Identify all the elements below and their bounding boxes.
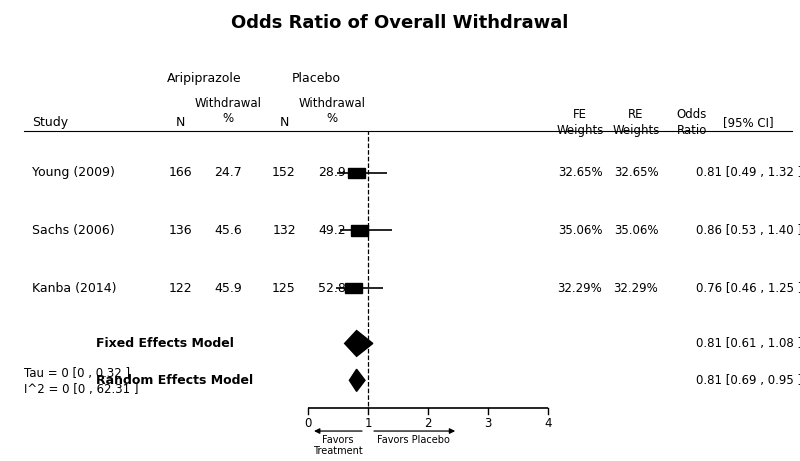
Text: 49.2: 49.2 bbox=[318, 224, 346, 237]
Text: 0.81 [0.49 , 1.32 ]: 0.81 [0.49 , 1.32 ] bbox=[696, 166, 800, 179]
Text: 1: 1 bbox=[364, 417, 372, 430]
Text: 4: 4 bbox=[544, 417, 552, 430]
Text: %: % bbox=[326, 112, 338, 125]
Text: 122: 122 bbox=[168, 282, 192, 295]
Text: FE
Weights: FE Weights bbox=[556, 108, 604, 136]
Text: 132: 132 bbox=[272, 224, 296, 237]
Text: 152: 152 bbox=[272, 166, 296, 179]
Text: 32.65%: 32.65% bbox=[558, 166, 602, 179]
Text: 24.7: 24.7 bbox=[214, 166, 242, 179]
Text: Kanba (2014): Kanba (2014) bbox=[32, 282, 117, 295]
Text: Withdrawal: Withdrawal bbox=[194, 97, 262, 110]
Polygon shape bbox=[350, 369, 365, 391]
Text: 32.29%: 32.29% bbox=[614, 282, 658, 295]
Text: Random Effects Model: Random Effects Model bbox=[96, 374, 253, 387]
Text: 0: 0 bbox=[304, 417, 312, 430]
Text: 35.06%: 35.06% bbox=[558, 224, 602, 237]
Text: 0.76 [0.46 , 1.25 ]: 0.76 [0.46 , 1.25 ] bbox=[696, 282, 800, 295]
FancyBboxPatch shape bbox=[345, 283, 362, 293]
Text: 32.29%: 32.29% bbox=[558, 282, 602, 295]
Text: Odds
Ratio: Odds Ratio bbox=[677, 108, 707, 136]
Polygon shape bbox=[345, 331, 373, 356]
Text: Study: Study bbox=[32, 116, 68, 129]
Text: Sachs (2006): Sachs (2006) bbox=[32, 224, 114, 237]
Text: 136: 136 bbox=[168, 224, 192, 237]
Text: [95% CI]: [95% CI] bbox=[722, 116, 774, 129]
Text: Placebo: Placebo bbox=[291, 72, 341, 85]
Text: 52.8: 52.8 bbox=[318, 282, 346, 295]
FancyBboxPatch shape bbox=[350, 225, 369, 236]
Text: 166: 166 bbox=[168, 166, 192, 179]
Text: Aripiprazole: Aripiprazole bbox=[166, 72, 242, 85]
Text: 45.6: 45.6 bbox=[214, 224, 242, 237]
Text: 125: 125 bbox=[272, 282, 296, 295]
FancyBboxPatch shape bbox=[348, 168, 366, 178]
Text: 28.9: 28.9 bbox=[318, 166, 346, 179]
Text: Favors
Treatment: Favors Treatment bbox=[313, 435, 363, 456]
Text: 0.81 [0.61 , 1.08 ]: 0.81 [0.61 , 1.08 ] bbox=[696, 337, 800, 350]
Text: 3: 3 bbox=[484, 417, 492, 430]
Text: N: N bbox=[175, 116, 185, 129]
Text: 0.81 [0.69 , 0.95 ]: 0.81 [0.69 , 0.95 ] bbox=[696, 374, 800, 387]
Text: I^2 = 0 [0 , 62.31 ]: I^2 = 0 [0 , 62.31 ] bbox=[24, 383, 138, 396]
Text: 45.9: 45.9 bbox=[214, 282, 242, 295]
Text: 32.65%: 32.65% bbox=[614, 166, 658, 179]
Text: %: % bbox=[222, 112, 234, 125]
Text: 0.86 [0.53 , 1.40 ]: 0.86 [0.53 , 1.40 ] bbox=[696, 224, 800, 237]
Text: Favors Placebo: Favors Placebo bbox=[377, 435, 450, 445]
Text: 35.06%: 35.06% bbox=[614, 224, 658, 237]
Text: N: N bbox=[279, 116, 289, 129]
Text: Fixed Effects Model: Fixed Effects Model bbox=[96, 337, 234, 350]
Text: Odds Ratio of Overall Withdrawal: Odds Ratio of Overall Withdrawal bbox=[231, 14, 569, 32]
Text: Young (2009): Young (2009) bbox=[32, 166, 115, 179]
Text: RE
Weights: RE Weights bbox=[612, 108, 660, 136]
Text: Tau = 0 [0 , 0.32 ]: Tau = 0 [0 , 0.32 ] bbox=[24, 367, 130, 380]
Text: 2: 2 bbox=[424, 417, 432, 430]
Text: Withdrawal: Withdrawal bbox=[298, 97, 366, 110]
